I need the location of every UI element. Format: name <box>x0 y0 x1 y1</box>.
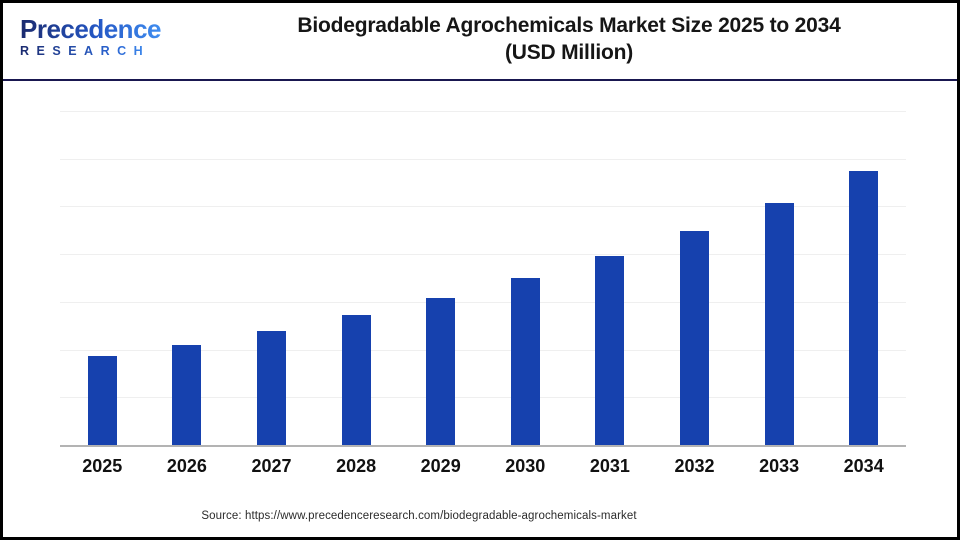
gridline <box>60 397 906 399</box>
x-axis-label-2026: 2026 <box>166 456 207 476</box>
logo-subtext: RESEARCH <box>20 44 151 58</box>
x-axis-label-2034: 2034 <box>843 456 884 476</box>
bar-2031 <box>595 256 625 445</box>
gridline <box>60 254 906 256</box>
chart-subtitle: (USD Million) <box>504 41 634 64</box>
gridline <box>60 301 906 303</box>
source-citation: Source: https://www.precedenceresearch.c… <box>201 510 637 522</box>
chart-title-block: Biodegradable Agrochemicals Market Size … <box>181 3 957 66</box>
x-axis-label-2033: 2033 <box>759 456 800 476</box>
bar-2028 <box>341 314 371 445</box>
precedence-research-logo: Precedence RESEARCH <box>3 3 181 59</box>
bar-2032 <box>680 231 709 445</box>
header: Precedence RESEARCH Biodegradable Agroch… <box>3 3 957 81</box>
gridline <box>60 158 906 160</box>
source-row: Source: https://www.precedenceresearch.c… <box>3 506 957 524</box>
bar-2033 <box>764 203 794 445</box>
x-axis-label-2027: 2027 <box>251 456 292 476</box>
bar-2027 <box>257 330 286 445</box>
bar-2034 <box>849 170 879 445</box>
bar-2026 <box>172 344 202 445</box>
x-axis-label-2028: 2028 <box>336 456 377 476</box>
bar-2025 <box>87 355 117 445</box>
x-axis-label-2031: 2031 <box>589 456 630 476</box>
plot-area <box>60 111 906 447</box>
bar-2029 <box>426 297 456 445</box>
x-axis-label-2025: 2025 <box>82 456 123 476</box>
x-axis-label-2030: 2030 <box>505 456 546 476</box>
chart-title: Biodegradable Agrochemicals Market Size … <box>297 14 841 37</box>
logo-wordmark: Precedence <box>20 14 161 44</box>
x-axis-label-row: 2025 2026 2027 2028 2029 2030 2031 2032 2033 2034 <box>60 456 906 480</box>
bar-2030 <box>510 278 540 445</box>
x-axis-label-2032: 2032 <box>674 456 715 476</box>
gridline <box>60 111 906 112</box>
gridline <box>60 206 906 208</box>
x-axis-label-2029: 2029 <box>420 456 461 476</box>
gridline <box>60 349 906 351</box>
